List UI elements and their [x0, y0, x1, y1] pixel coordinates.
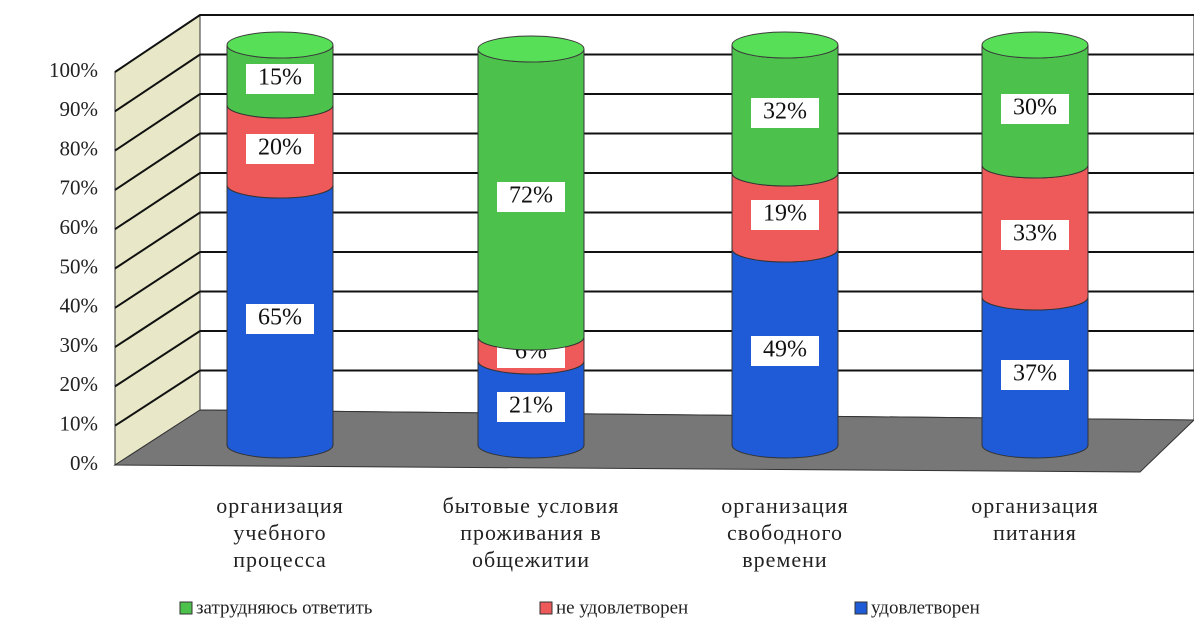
grid-line	[114, 211, 1194, 270]
value-label-box	[497, 392, 565, 422]
value-label: 72%	[509, 183, 553, 209]
grid-line	[114, 330, 1194, 388]
x-tick-label: организация учебного процесса	[216, 493, 344, 572]
legend-swatch	[179, 601, 193, 615]
cylinder-top	[981, 31, 1089, 59]
value-label: 33%	[1013, 221, 1057, 247]
legend-label: затрудняюсь ответить	[196, 597, 373, 618]
cylinder-top	[226, 31, 334, 59]
grid-line	[114, 251, 1194, 309]
y-tick-label: 90%	[60, 97, 99, 121]
value-label-box	[1001, 360, 1069, 390]
y-tick-label: 20%	[60, 372, 99, 396]
cylinder-top	[477, 35, 585, 63]
x-tick-label: бытовые условия проживания в общежитии	[442, 493, 620, 572]
y-tick-label: 10%	[60, 412, 99, 436]
value-label-box	[1001, 220, 1069, 250]
value-label-box	[751, 98, 819, 128]
y-tick-label: 50%	[60, 254, 99, 278]
y-tick-label: 60%	[60, 215, 99, 239]
y-tick-label: 30%	[60, 333, 99, 357]
legend-swatch	[854, 601, 868, 615]
value-label: 30%	[1013, 95, 1057, 121]
value-label: 49%	[763, 337, 807, 363]
value-label-box	[246, 134, 314, 164]
value-label-box	[246, 64, 314, 94]
legend-swatch	[539, 601, 553, 615]
value-label: 21%	[509, 393, 553, 419]
value-label-box	[246, 304, 314, 334]
grid-line	[114, 14, 1194, 73]
grid-line	[114, 369, 1194, 427]
value-label: 19%	[763, 201, 807, 227]
grid-line	[114, 132, 1194, 191]
value-label: 15%	[258, 65, 302, 91]
value-label: 65%	[258, 305, 302, 331]
grid-line	[114, 172, 1194, 231]
value-label-box	[497, 182, 565, 212]
y-tick-label: 0%	[70, 451, 98, 475]
value-label: 37%	[1013, 361, 1057, 387]
x-tick-label: организация свободного времени	[721, 493, 849, 572]
grid-line	[114, 290, 1194, 348]
value-label-box	[751, 336, 819, 366]
value-label: 32%	[763, 99, 807, 125]
cylinder-top	[731, 31, 839, 59]
legend-label: не удовлетворен	[556, 597, 688, 618]
legend-label: удовлетворен	[871, 597, 980, 618]
value-label: 20%	[258, 135, 302, 161]
grid-line	[114, 93, 1194, 152]
y-tick-label: 80%	[60, 136, 99, 160]
grid-line	[114, 53, 1194, 113]
value-label-box	[1001, 94, 1069, 124]
y-tick-label: 40%	[60, 294, 99, 318]
value-label-box	[751, 200, 819, 230]
floor	[113, 409, 1194, 473]
y-tick-label: 100%	[49, 58, 98, 82]
x-tick-label: организация питания	[971, 493, 1099, 545]
y-tick-label: 70%	[60, 176, 99, 200]
